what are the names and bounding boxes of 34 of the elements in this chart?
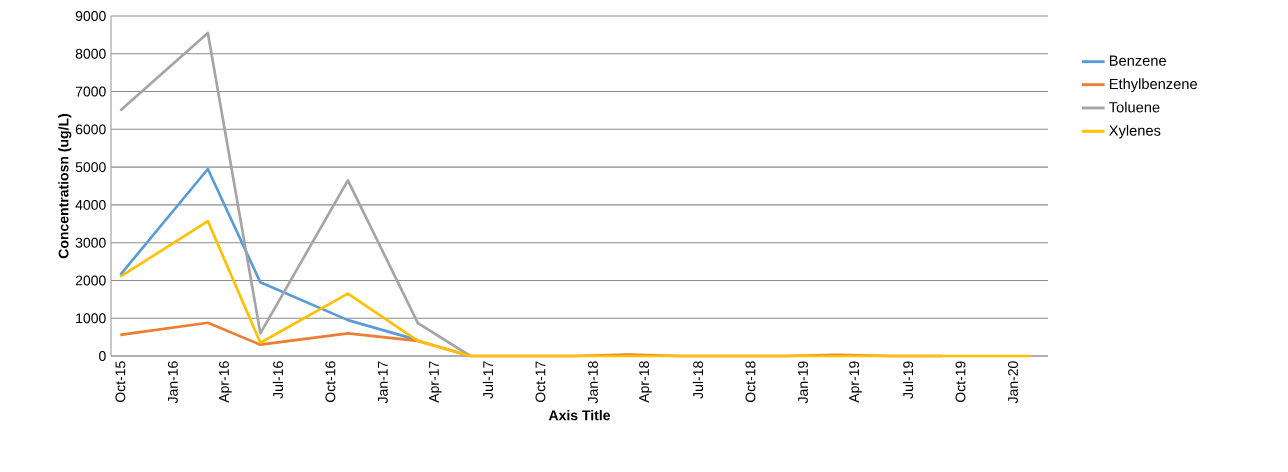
y-tick-label: 4000 — [75, 199, 106, 210]
legend-label: Toluene — [1109, 101, 1160, 113]
x-tick-label: Jul-19 — [902, 361, 914, 399]
y-tick-label: 8000 — [75, 48, 106, 59]
x-tick-label: Jan-16 — [167, 361, 178, 404]
x-tick-label: Oct-15 — [115, 361, 126, 403]
y-tick-label: 5000 — [75, 162, 106, 173]
y-tick-label: 7000 — [75, 86, 106, 97]
y-tick-label: 6000 — [75, 124, 106, 135]
x-tick-label: Oct-18 — [745, 361, 756, 403]
x-tick-label: Jul-17 — [482, 361, 494, 399]
y-tick-label: 9000 — [75, 11, 106, 21]
y-tick-label: 0 — [99, 351, 106, 361]
x-tick-label: Jan-20 — [1008, 361, 1018, 404]
x-tick-label: Apr-16 — [219, 361, 232, 403]
legend-label: Ethylbenzene — [1109, 78, 1197, 93]
x-tick-label: Oct-19 — [955, 361, 966, 403]
x-tick-label: Jan-18 — [587, 361, 598, 404]
x-tick-label: Jul-18 — [692, 361, 704, 399]
x-axis-title: Axis Title — [548, 410, 611, 421]
x-tick-label: Jul-16 — [272, 361, 284, 399]
y-tick-label: 1000 — [76, 313, 106, 324]
legend-label: Xylenes — [1109, 124, 1161, 139]
x-tick-label: Apr-17 — [429, 361, 442, 403]
legend-label: Benzene — [1109, 55, 1166, 66]
x-tick-label: Apr-18 — [639, 361, 652, 403]
x-tick-label: Apr-19 — [849, 361, 862, 403]
y-axis-title: Concentratiosn (ug/L) — [58, 114, 72, 259]
x-tick-label: Oct-16 — [325, 361, 336, 403]
y-tick-label: 2000 — [75, 275, 106, 286]
x-tick-label: Oct-17 — [535, 361, 546, 403]
y-tick-label: 3000 — [75, 237, 106, 248]
x-tick-label: Jan-19 — [798, 361, 808, 404]
x-tick-label: Jan-17 — [378, 361, 388, 404]
